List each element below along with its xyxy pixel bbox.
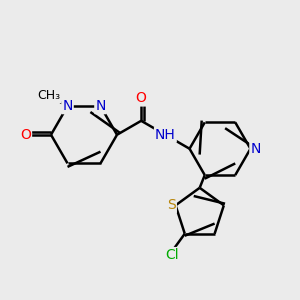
Text: N: N — [62, 99, 73, 113]
Text: N: N — [95, 99, 106, 113]
Text: S: S — [167, 198, 176, 212]
Text: O: O — [20, 128, 31, 142]
Text: CH₃: CH₃ — [38, 89, 61, 102]
Text: Cl: Cl — [165, 248, 179, 262]
Text: N: N — [250, 142, 261, 156]
Text: O: O — [136, 92, 147, 106]
Text: NH: NH — [155, 128, 176, 142]
